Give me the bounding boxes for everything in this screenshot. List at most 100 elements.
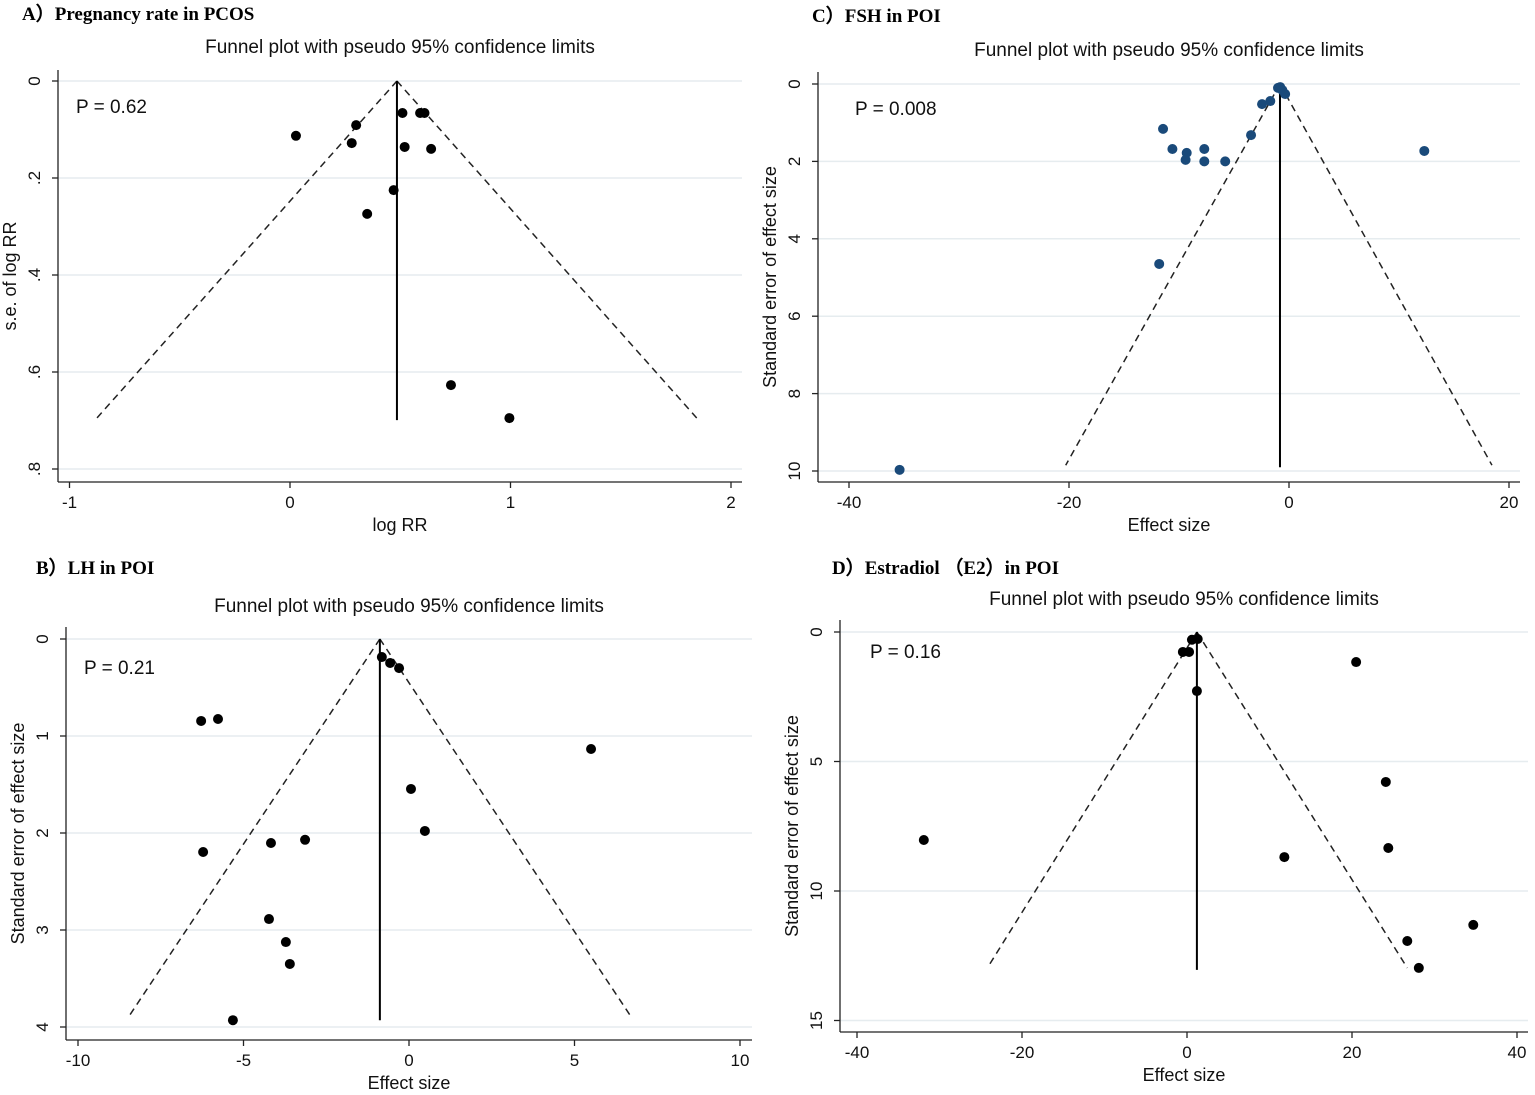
- study-point: [894, 464, 905, 475]
- panel-label: B）LH in POI: [36, 556, 154, 579]
- x-tick-label: 1: [506, 493, 515, 512]
- x-tick-label: -40: [837, 493, 862, 512]
- study-point: [300, 834, 311, 845]
- study-point: [198, 847, 209, 858]
- study-point: [504, 413, 515, 424]
- y-tick-label: 10: [785, 462, 804, 481]
- x-tick-label: 0: [1182, 1043, 1191, 1062]
- x-tick-label: -20: [1057, 493, 1082, 512]
- study-point: [351, 120, 362, 131]
- x-tick-label: 10: [731, 1051, 750, 1070]
- y-tick-label: 3: [33, 925, 52, 934]
- x-tick-label: -5: [236, 1051, 251, 1070]
- x-axis-label: Effect size: [1128, 515, 1211, 535]
- study-point: [1180, 154, 1191, 165]
- study-point: [280, 937, 291, 948]
- funnel-left-limit: [96, 80, 398, 419]
- chart-title: Funnel plot with pseudo 95% confidence l…: [214, 596, 604, 617]
- study-point: [1199, 144, 1210, 155]
- study-point: [1383, 843, 1394, 854]
- y-tick-label: 0: [807, 627, 826, 636]
- study-point: [405, 783, 416, 794]
- panel-d: D）Estradiol （E2）in POI Funnel plot with p…: [782, 556, 1528, 1085]
- y-axis-label: Standard error of effect size: [8, 723, 28, 945]
- y-tick-label: 6: [785, 311, 804, 320]
- p-value-annotation: P = 0.21: [84, 658, 155, 679]
- study-point: [1192, 633, 1203, 644]
- study-point: [1402, 935, 1413, 946]
- study-point: [290, 130, 301, 141]
- funnel-right-limit: [379, 638, 633, 1019]
- x-tick-label: -40: [845, 1043, 870, 1062]
- funnel-right-limit: [396, 80, 698, 419]
- x-axis-label: Effect size: [368, 1073, 451, 1093]
- p-value-annotation: P = 0.16: [870, 642, 941, 663]
- panel-label: C）FSH in POI: [812, 4, 941, 27]
- x-tick-label: 20: [1500, 493, 1519, 512]
- x-tick-label: 0: [404, 1051, 413, 1070]
- y-tick-label: 1: [33, 731, 52, 740]
- study-point: [419, 108, 430, 119]
- p-value-annotation: P = 0.62: [76, 97, 147, 118]
- study-point: [388, 185, 399, 196]
- y-tick-label: 2: [785, 157, 804, 166]
- study-point: [1265, 96, 1276, 107]
- study-point: [1167, 144, 1178, 155]
- y-tick-label: 10: [807, 882, 826, 901]
- study-point: [263, 914, 274, 925]
- study-point: [1468, 919, 1479, 930]
- study-point: [1279, 852, 1290, 863]
- study-point: [196, 715, 207, 726]
- study-point: [1199, 156, 1210, 167]
- study-point: [265, 837, 276, 848]
- study-point: [1246, 130, 1257, 141]
- y-axis-label: s.e. of log RR: [0, 221, 20, 330]
- panel-c: C）FSH in POI Funnel plot with pseudo 95% …: [760, 4, 1520, 535]
- x-tick-label: 40: [1508, 1043, 1527, 1062]
- y-tick-label: 0: [785, 79, 804, 88]
- panel-label: A）Pregnancy rate in PCOS: [22, 2, 254, 25]
- study-point: [1191, 686, 1202, 697]
- x-axis-label: Effect size: [1143, 1065, 1226, 1085]
- study-point: [284, 958, 295, 969]
- study-point: [1275, 82, 1286, 93]
- study-point: [426, 143, 437, 154]
- study-point: [385, 657, 396, 668]
- funnel-left-limit: [1065, 83, 1281, 466]
- x-tick-label: 5: [570, 1051, 579, 1070]
- panel-b: B）LH in POI Funnel plot with pseudo 95% c…: [8, 556, 752, 1093]
- funnel-right-limit: [1279, 83, 1493, 466]
- study-point: [362, 208, 373, 219]
- study-point: [346, 138, 357, 149]
- y-tick-label: 5: [807, 757, 826, 766]
- p-value-annotation: P = 0.008: [855, 99, 937, 120]
- study-point: [1351, 657, 1362, 668]
- y-tick-label: 0: [25, 76, 44, 85]
- y-axis-label: Standard error of effect size: [760, 166, 780, 388]
- study-point: [586, 743, 597, 754]
- y-tick-label: .2: [25, 171, 44, 185]
- funnel-left-limit: [986, 631, 1198, 969]
- study-point: [1158, 123, 1169, 134]
- study-point: [397, 108, 408, 119]
- y-tick-label: 2: [33, 828, 52, 837]
- study-point: [1419, 145, 1430, 156]
- study-point: [1220, 156, 1231, 167]
- study-point: [918, 834, 929, 845]
- study-point: [399, 141, 410, 152]
- y-tick-label: .8: [25, 462, 44, 476]
- x-tick-label: 0: [1284, 493, 1293, 512]
- panel-a: A）Pregnancy rate in PCOS Funnel plot with…: [0, 2, 742, 535]
- study-point: [419, 825, 430, 836]
- chart-title: Funnel plot with pseudo 95% confidence l…: [989, 589, 1379, 610]
- y-axis-label: Standard error of effect size: [782, 715, 802, 937]
- funnel-left-limit: [127, 638, 381, 1019]
- x-axis-label: log RR: [372, 515, 427, 535]
- study-point: [213, 714, 224, 725]
- study-point: [1154, 258, 1165, 269]
- y-tick-label: .4: [25, 268, 44, 282]
- study-point: [445, 380, 456, 391]
- study-point: [394, 663, 405, 674]
- y-tick-label: .6: [25, 365, 44, 379]
